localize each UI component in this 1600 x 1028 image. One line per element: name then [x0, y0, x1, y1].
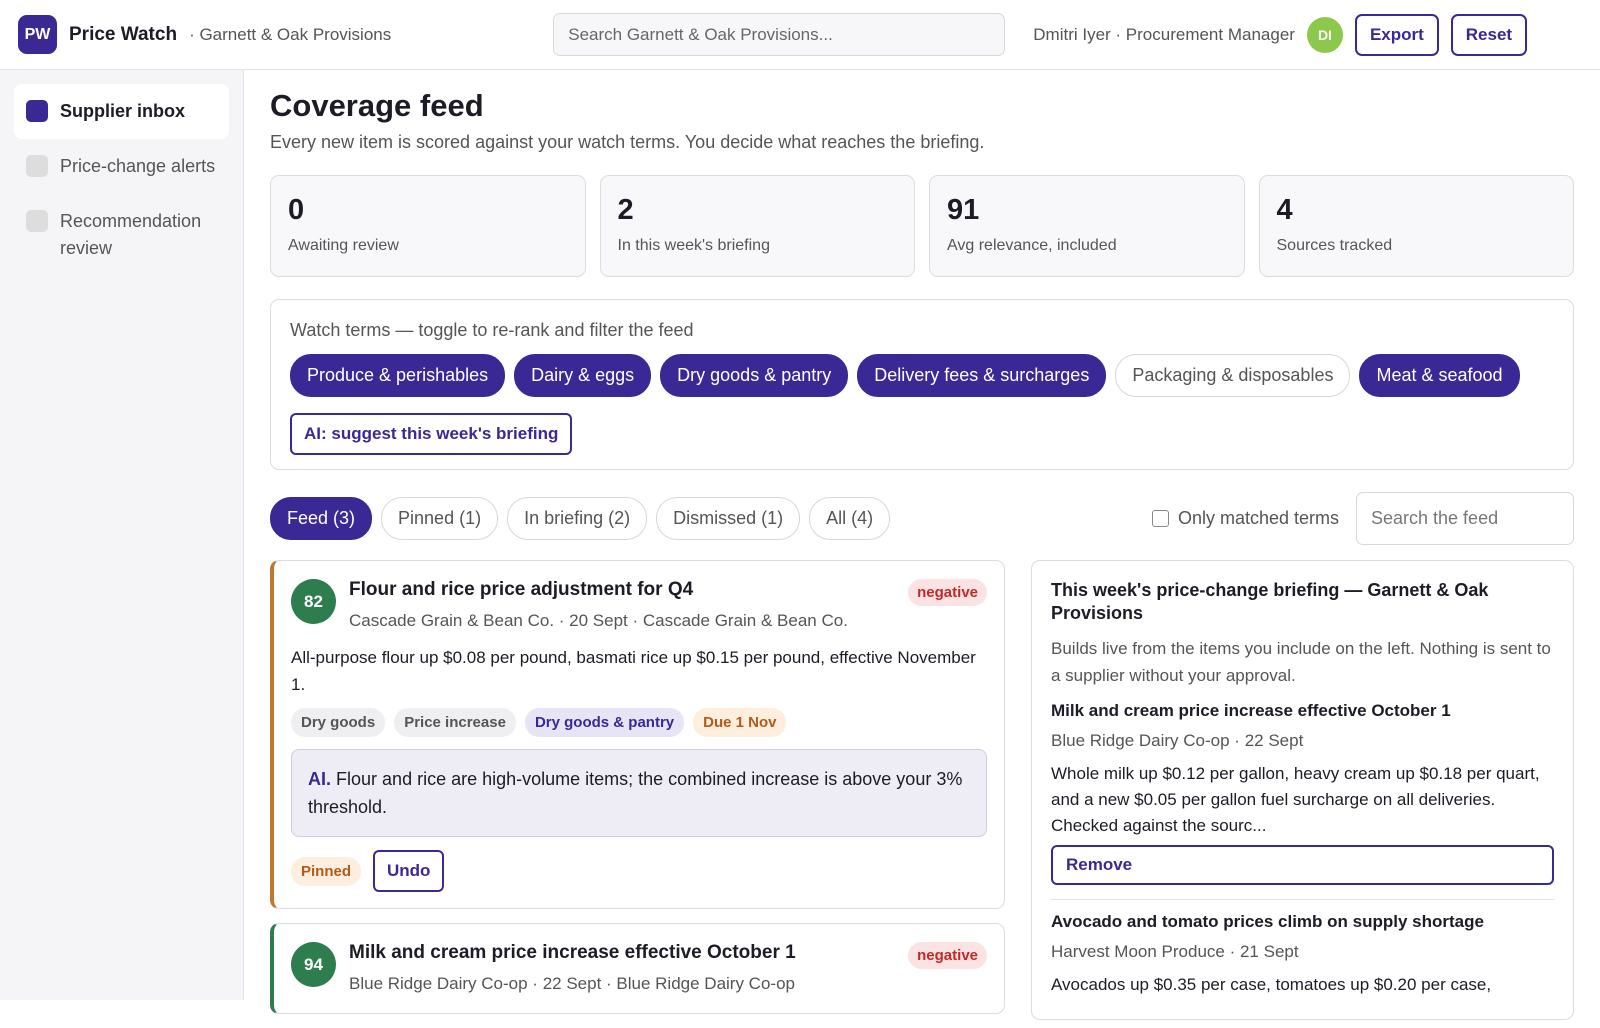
card-body: All-purpose flour up $0.08 per pound, ba…	[291, 648, 976, 694]
export-button[interactable]: Export	[1354, 13, 1439, 56]
stat-label: Sources tracked	[1276, 237, 1393, 254]
nav-label: Price-change alerts	[60, 156, 216, 176]
item-meta: Harvest Moon Produce · 21 Sept	[1051, 942, 1299, 961]
page-title: Coverage feed	[270, 88, 484, 123]
ai-label: AI.	[308, 769, 332, 789]
item-body: Avocados up $0.35 per case, tomatoes up …	[1051, 975, 1492, 994]
item-body: Whole milk up $0.12 per gallon, heavy cr…	[1051, 764, 1540, 835]
nav-item[interactable]: Supplier inbox	[14, 84, 229, 139]
card-actions: Pinned Undo	[291, 850, 987, 892]
stat-value: 2	[617, 194, 634, 226]
term-chip[interactable]: Dairy & eggs	[514, 354, 652, 397]
nav-icon	[26, 210, 48, 232]
ai-suggest-button[interactable]: AI: suggest this week's briefing	[290, 413, 573, 455]
term-chip[interactable]: Dry goods & pantry	[660, 354, 849, 397]
nav-item[interactable]: Price-change alerts	[14, 139, 229, 194]
layout: Supplier inbox Price-change alerts Recom…	[0, 70, 1600, 1020]
org-name: · Garnett & Oak Provisions	[189, 24, 392, 44]
briefing-item: Milk and cream price increase effective …	[1051, 689, 1554, 900]
term-chip[interactable]: Produce & perishables	[290, 354, 506, 397]
tag: Price increase	[394, 708, 516, 737]
tab[interactable]: All (4)	[809, 497, 891, 540]
tab[interactable]: Dismissed (1)	[656, 497, 801, 540]
tag: Due 1 Nov	[693, 708, 787, 737]
stat-value: 91	[947, 194, 980, 226]
app-name: Price Watch	[69, 23, 178, 45]
only-matched-label: Only matched terms	[1177, 508, 1339, 528]
stats: 0 Awaiting review 2 In this week's briefin…	[270, 175, 1574, 277]
nav-label: Recommendation review	[60, 211, 202, 258]
user-name: Dmitri Iyer · Procurement Manager	[1033, 24, 1295, 44]
sentiment: negative	[908, 579, 987, 606]
nav-icon	[26, 155, 48, 177]
remove-button[interactable]: Remove	[1051, 845, 1554, 885]
nav-label: Supplier inbox	[60, 101, 186, 121]
stat-card: 4 Sources tracked	[1258, 175, 1574, 277]
checkbox[interactable]	[1151, 510, 1169, 527]
watch-terms-heading: Watch terms — toggle to re-rank and filt…	[290, 320, 694, 340]
tab[interactable]: In briefing (2)	[507, 497, 648, 540]
briefing-title: This week's price-change briefing — Garn…	[1051, 580, 1489, 623]
avatar[interactable]: DI	[1306, 16, 1343, 53]
briefing-description: Builds live from the items you include o…	[1051, 639, 1551, 685]
stat-value: 4	[1276, 194, 1293, 226]
stat-value: 0	[288, 194, 305, 226]
score: 82	[291, 579, 336, 624]
nav-item[interactable]: Recommendation review	[14, 194, 229, 276]
stat-card: 0 Awaiting review	[270, 175, 586, 277]
card-meta: Cascade Grain & Bean Co. · 20 Sept · Cas…	[349, 611, 848, 630]
item-title: Milk and cream price increase effective …	[1051, 701, 1451, 720]
tabs: Feed (3) Pinned (1) In briefing (2) Dism…	[270, 492, 1574, 545]
card-meta: Blue Ridge Dairy Co-op · 22 Sept · Blue …	[349, 974, 795, 993]
stat-card: 2 In this week's briefing	[599, 175, 915, 277]
tab[interactable]: Feed (3)	[270, 497, 373, 540]
tags: Dry goods Price increase Dry goods & pan…	[291, 708, 987, 737]
card-title: Flour and rice price adjustment for Q4	[349, 579, 694, 600]
top-bar: PW Price Watch · Garnett & Oak Provision…	[0, 0, 1600, 70]
columns: 82 negative Flour and rice price adjustm…	[270, 560, 1574, 1028]
term-chip[interactable]: Meat & seafood	[1359, 354, 1520, 397]
feed: 82 negative Flour and rice price adjustm…	[270, 560, 1005, 1028]
only-matched[interactable]: Only matched terms	[1151, 508, 1339, 529]
item-meta: Blue Ridge Dairy Co-op · 22 Sept	[1051, 731, 1304, 750]
main: Coverage feed Every new item is scored a…	[244, 70, 1600, 1020]
page-subtitle: Every new item is scored against your wa…	[270, 132, 985, 152]
stat-label: Awaiting review	[288, 237, 399, 254]
logo: PW	[18, 15, 57, 54]
term-chip[interactable]: Packaging & disposables	[1115, 354, 1351, 397]
nav-icon	[26, 100, 48, 122]
watch-terms: Watch terms — toggle to re-rank and filt…	[270, 299, 1574, 470]
ai-note: AI. Flour and rice are high-volume items…	[291, 749, 987, 837]
feed-card: 82 negative Flour and rice price adjustm…	[270, 560, 1005, 909]
briefing-item: Avocado and tomato prices climb on suppl…	[1051, 900, 1554, 1012]
reset-button[interactable]: Reset	[1450, 13, 1528, 56]
card-title: Milk and cream price increase effective …	[349, 942, 796, 963]
sidebar: Supplier inbox Price-change alerts Recom…	[0, 70, 244, 1000]
stat-card: 91 Avg relevance, included	[929, 175, 1245, 277]
ai-note-text: Flour and rice are high-volume items; th…	[308, 769, 963, 817]
tag: Dry goods & pantry	[524, 708, 685, 737]
global-search[interactable]: Search Garnett & Oak Provisions...	[553, 13, 1006, 56]
briefing: This week's price-change briefing — Garn…	[1031, 560, 1574, 1020]
status: Pinned	[291, 856, 362, 886]
tab[interactable]: Pinned (1)	[381, 497, 499, 540]
tag: Dry goods	[291, 708, 386, 737]
term-chip[interactable]: Delivery fees & surcharges	[857, 354, 1107, 397]
feed-search[interactable]: Search the feed	[1356, 492, 1574, 545]
sentiment: negative	[908, 942, 987, 969]
undo-button[interactable]: Undo	[373, 850, 445, 892]
score: 94	[291, 942, 336, 987]
feed-card: 94 negative Milk and cream price increas…	[270, 923, 1005, 1014]
stat-label: Avg relevance, included	[947, 237, 1117, 254]
term-chips: Produce & perishables Dairy & eggs Dry g…	[290, 354, 1554, 397]
stat-label: In this week's briefing	[617, 237, 770, 254]
item-title: Avocado and tomato prices climb on suppl…	[1051, 912, 1484, 931]
